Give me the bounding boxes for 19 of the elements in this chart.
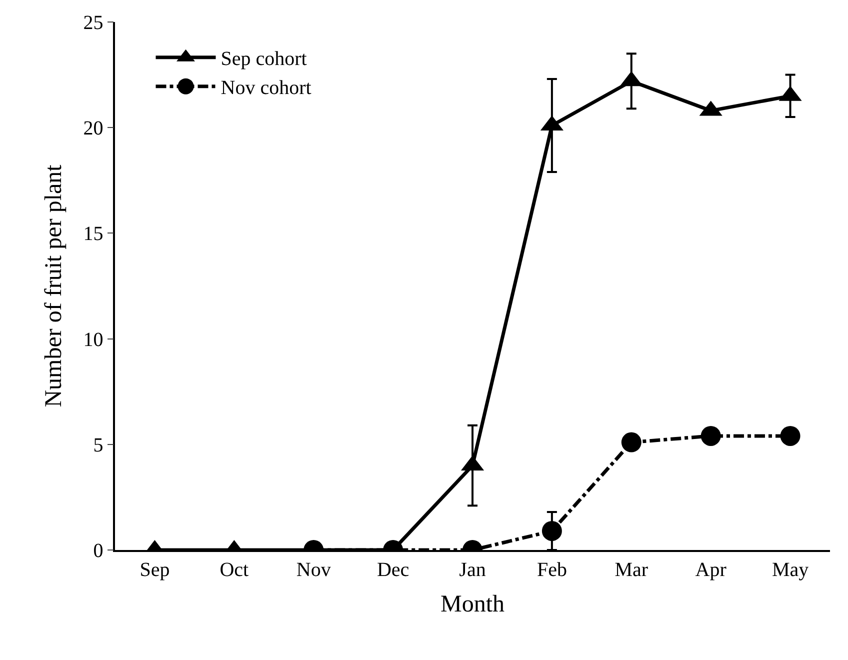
x-tick-label: Oct — [220, 558, 250, 581]
x-tick-label: Apr — [695, 558, 727, 581]
y-tick-label: 0 — [93, 540, 104, 562]
legend-label: Nov cohort — [220, 77, 312, 100]
y-axis-title: Number of fruit per plant — [40, 164, 67, 408]
x-tick-label: Sep — [140, 558, 170, 581]
x-axis-title: Month — [440, 592, 505, 618]
x-tick-label: Feb — [536, 558, 567, 581]
x-tick-label: Dec — [376, 558, 410, 581]
x-tick-label: May — [772, 558, 809, 581]
x-tick-label: Jan — [459, 558, 486, 581]
x-tick-label: Mar — [614, 558, 648, 581]
y-tick-label: 20 — [83, 118, 104, 140]
y-tick-label: 25 — [83, 12, 104, 34]
y-tick-label: 10 — [83, 328, 104, 351]
y-tick-label: 5 — [93, 434, 104, 456]
x-tick-label: Nov — [296, 558, 331, 581]
legend-label: Sep cohort — [220, 48, 308, 70]
y-tick-label: 15 — [83, 223, 104, 246]
